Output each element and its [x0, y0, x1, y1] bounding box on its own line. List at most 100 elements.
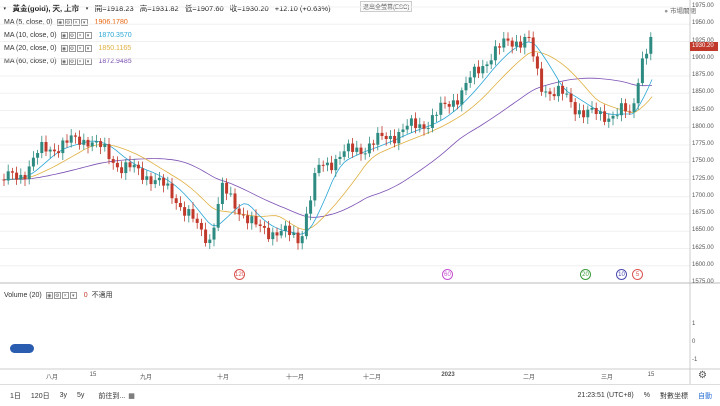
range-120d-button[interactable]: 120日	[30, 392, 50, 400]
candle-body	[107, 144, 111, 160]
range-1d-button[interactable]: 1日	[10, 392, 21, 400]
candle-body	[388, 135, 392, 139]
event-marker-120[interactable]: 120	[234, 269, 245, 280]
candle-body	[241, 214, 245, 216]
candle-body	[468, 77, 472, 83]
candle-body	[565, 93, 569, 95]
indicator-ma10[interactable]: MA (10, close, 0) ◉ ⚙ × ▾ 1870.3570	[4, 31, 132, 39]
candle-body	[149, 176, 153, 185]
eye-icon[interactable]: ◉	[60, 44, 68, 52]
market-status-dot-icon: ●	[664, 8, 669, 15]
candle-body	[15, 172, 19, 180]
event-marker-5[interactable]: 5	[632, 269, 643, 280]
candle-body	[61, 140, 65, 154]
candle-body	[603, 111, 607, 122]
range-3y-button[interactable]: 3y	[59, 392, 67, 399]
eye-icon[interactable]: ◉	[60, 31, 68, 39]
low-price: 低=1907.60	[184, 3, 224, 13]
candle-body	[376, 132, 380, 145]
volume-indicator[interactable]: Volume (20) ◉ ⚙ × ▾ 0 不適用	[4, 291, 113, 299]
candle-body	[233, 193, 237, 209]
candle-body	[422, 124, 426, 129]
more-icon[interactable]: ▾	[80, 18, 88, 26]
time-tick-dec: 十二月	[362, 375, 382, 381]
close-icon[interactable]: ×	[76, 44, 84, 52]
ma20-path	[3, 51, 653, 230]
candle-body	[317, 164, 321, 174]
price-tick: 1875.00	[692, 72, 714, 78]
candle-body	[334, 158, 338, 171]
candle-body	[435, 114, 439, 116]
open-price: 開=1918.23	[94, 3, 134, 13]
candle-body	[52, 149, 56, 152]
close-icon[interactable]: ×	[61, 291, 69, 299]
more-icon[interactable]: ▾	[84, 44, 92, 52]
candle-body	[531, 37, 535, 57]
indicator-ma20[interactable]: MA (20, close, 0) ◉ ⚙ × ▾ 1850.1165	[4, 44, 132, 52]
close-icon[interactable]: ×	[76, 57, 84, 65]
event-marker-60[interactable]: 60	[442, 269, 453, 280]
candle-body	[48, 149, 52, 152]
candle-body	[44, 142, 48, 152]
candle-body	[40, 142, 44, 154]
time-tick-mar15: 15	[647, 372, 655, 378]
percent-scale-button[interactable]: %	[643, 392, 650, 399]
candle-body	[208, 239, 212, 244]
candle-body	[523, 37, 527, 48]
auto-scale-button[interactable]: 自動	[698, 392, 712, 400]
eye-icon[interactable]: ◉	[56, 18, 64, 26]
settings-icon[interactable]: ⚙	[68, 57, 76, 65]
candle-body	[397, 132, 401, 144]
market-status: ● 市場關閉	[664, 8, 696, 15]
candle-body	[615, 115, 619, 117]
current-price-label	[690, 42, 718, 51]
indicator-ma5[interactable]: MA (5, close, 0) ◉ ⚙ × ▾ 1906.1780	[4, 18, 128, 26]
candle-body	[443, 102, 447, 105]
more-icon[interactable]: ▾	[69, 291, 77, 299]
candle-body	[514, 41, 518, 47]
price-tick: 1900.00	[692, 54, 714, 61]
candle-body	[279, 230, 283, 236]
chart-settings-icon[interactable]: ⚙	[698, 370, 707, 381]
settings-icon[interactable]: ⚙	[68, 31, 76, 39]
candle-body	[225, 182, 229, 194]
time-tick-aug: 八月	[45, 375, 59, 381]
price-tick: 1950.00	[692, 20, 714, 27]
more-icon[interactable]: ▾	[84, 31, 92, 39]
eye-icon[interactable]: ◉	[60, 57, 68, 65]
goto-date-button[interactable]: 前往到...	[98, 392, 126, 400]
symbol-title[interactable]: 黃金(gold), 天, 上市	[12, 3, 80, 13]
settings-icon[interactable]: ⚙	[68, 44, 76, 52]
candle-body	[598, 111, 602, 115]
candle-body	[632, 103, 636, 112]
candle-body	[460, 90, 464, 105]
candle-body	[27, 166, 31, 180]
price-chart[interactable]	[0, 0, 720, 384]
settings-icon[interactable]: ⚙	[64, 18, 72, 26]
chevron-down-icon[interactable]: ▾	[3, 5, 7, 12]
calendar-icon[interactable]: ▦	[128, 392, 135, 400]
candle-body	[115, 162, 119, 168]
ma10-line	[3, 41, 653, 235]
log-scale-button[interactable]: 對數坐標	[660, 392, 688, 400]
candle-body	[447, 104, 451, 107]
close-icon[interactable]: ×	[72, 18, 80, 26]
event-marker-10[interactable]: 10	[616, 269, 627, 280]
watermark-logo-icon	[10, 344, 34, 353]
close-icon[interactable]: ×	[76, 31, 84, 39]
candle-body	[426, 127, 430, 129]
price-tick: 1925.00	[692, 37, 714, 44]
eye-icon[interactable]: ◉	[45, 291, 53, 299]
settings-icon[interactable]: ⚙	[53, 291, 61, 299]
more-icon[interactable]: ▾	[84, 57, 92, 65]
symbol-menu-icon[interactable]: ▾	[85, 5, 89, 12]
volume-axis-neg1: -1	[692, 357, 698, 363]
indicator-ma60[interactable]: MA (60, close, 0) ◉ ⚙ × ▾ 1872.9485	[4, 57, 132, 65]
range-5y-button[interactable]: 5y	[77, 392, 85, 399]
event-marker-20[interactable]: 20	[580, 269, 591, 280]
symbol-header: ▾ 黃金(gold), 天, 上市 ▾ 開=1918.23 高=1931.82 …	[0, 0, 690, 16]
candle-body	[544, 91, 548, 93]
candle-body	[498, 46, 502, 48]
candlesticks	[2, 30, 653, 250]
candle-body	[78, 136, 82, 145]
